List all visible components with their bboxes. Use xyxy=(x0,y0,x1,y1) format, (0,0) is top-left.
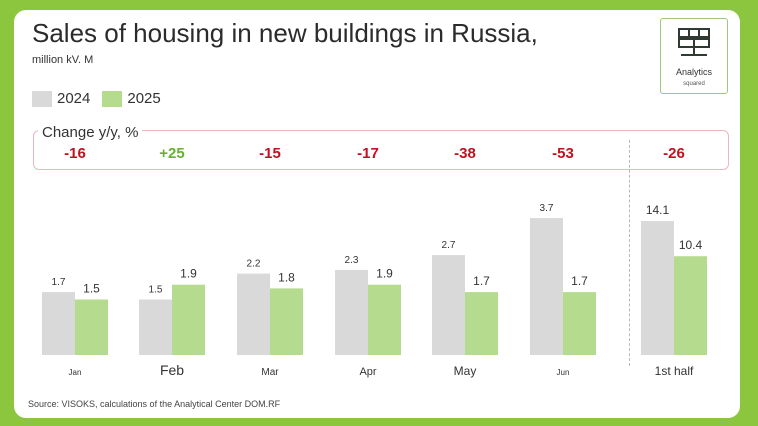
bar-2025-jun xyxy=(563,292,596,355)
legend-swatch-2024 xyxy=(32,90,52,107)
bar-chart: 1.7 1.5 Jan 1.5 1.9 Feb 2.2 1.8 Mar 2.3 1.9 Apr 2.7 1… xyxy=(42,203,707,378)
bar-2025-jan xyxy=(75,299,108,355)
bar-2024-jun xyxy=(530,218,563,355)
category-label-jun: Jun xyxy=(557,368,570,377)
half-year-divider xyxy=(629,140,630,366)
category-label-1st-half: 1st half xyxy=(655,364,694,378)
value-label-2025-mar: 1.8 xyxy=(278,270,295,284)
change-box xyxy=(33,130,729,170)
bar-2024-feb xyxy=(139,299,172,355)
category-label-feb: Feb xyxy=(160,362,184,378)
change-value-may: -38 xyxy=(454,145,476,162)
logo-text-squared: squared xyxy=(683,81,705,87)
legend: 2024 2025 xyxy=(32,90,173,107)
legend-label-2025: 2025 xyxy=(127,90,161,107)
change-value-jan: -16 xyxy=(64,145,86,162)
value-label-2024-may: 2.7 xyxy=(442,240,456,251)
bar-2024-jan xyxy=(42,292,75,355)
bar-2025-feb xyxy=(172,284,205,355)
value-label-2025-jan: 1.5 xyxy=(83,282,100,296)
value-label-2024-jun: 3.7 xyxy=(540,203,554,214)
value-label-2024-feb: 1.5 xyxy=(149,285,163,296)
chart-subtitle: million kV. M xyxy=(32,54,94,66)
bar-2024-may xyxy=(432,255,465,355)
value-label-2025-jun: 1.7 xyxy=(571,274,588,288)
category-label-apr: Apr xyxy=(359,366,376,378)
value-label-2025-may: 1.7 xyxy=(473,274,490,288)
bar-2025-1st-half xyxy=(674,256,707,355)
value-label-2024-jan: 1.7 xyxy=(52,277,66,288)
value-label-2024-mar: 2.2 xyxy=(247,259,261,270)
chart-title: Sales of housing in new buildings in Rus… xyxy=(32,18,538,48)
value-label-2025-apr: 1.9 xyxy=(376,267,393,281)
dom-logo-icon xyxy=(678,28,710,56)
legend-item-2025: 2025 xyxy=(102,90,161,107)
change-label: Change y/y, % xyxy=(38,124,143,141)
dom-rf-logo: Analytics squared xyxy=(660,18,728,94)
change-value-1st-half: -26 xyxy=(663,145,685,162)
value-label-2025-feb: 1.9 xyxy=(180,267,197,281)
value-label-2025-1st-half: 10.4 xyxy=(679,238,703,252)
change-value-feb: +25 xyxy=(159,145,185,162)
category-label-jan: Jan xyxy=(69,368,82,377)
category-label-mar: Mar xyxy=(261,367,279,378)
legend-swatch-2025 xyxy=(102,90,123,107)
change-value-jun: -53 xyxy=(552,145,574,162)
bar-2024-mar xyxy=(237,273,270,355)
bar-2025-apr xyxy=(368,284,401,355)
change-value-apr: -17 xyxy=(357,145,379,162)
value-label-2024-apr: 2.3 xyxy=(345,255,359,266)
legend-label-2024: 2024 xyxy=(57,90,91,107)
value-label-2024-1st-half: 14.1 xyxy=(646,203,670,217)
change-value-mar: -15 xyxy=(259,145,281,162)
chart-card: Sales of housing in new buildings in Rus… xyxy=(14,10,740,418)
bar-2024-1st-half xyxy=(641,221,674,355)
bar-2025-mar xyxy=(270,288,303,355)
source-note: Source: VISOKS, calculations of the Anal… xyxy=(28,399,281,409)
legend-item-2024: 2024 xyxy=(32,90,90,107)
bar-2024-apr xyxy=(335,269,368,355)
bar-2025-may xyxy=(465,292,498,355)
logo-text-analytics: Analytics xyxy=(675,67,712,77)
category-label-may: May xyxy=(454,364,477,378)
